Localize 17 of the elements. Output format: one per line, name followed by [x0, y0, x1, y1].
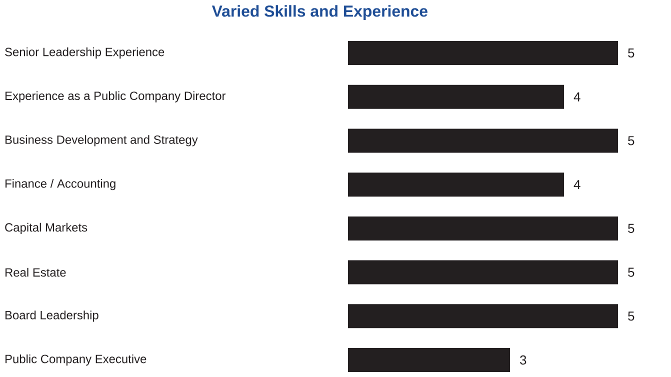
data-label: 5 — [628, 224, 634, 233]
data-label: 5 — [628, 48, 634, 58]
y-tick-label: Senior Leadership Experience — [5, 47, 164, 59]
chart-title: Varied Skills and Experience — [212, 5, 428, 20]
data-label: 3 — [520, 355, 526, 365]
y-tick-label: Finance / Accounting — [6, 179, 116, 190]
y-tick-label: Board Leadership — [6, 310, 98, 322]
data-label: 5 — [628, 136, 634, 146]
y-tick-label: Business Development and Strategy — [6, 135, 198, 146]
data-label: 4 — [574, 180, 580, 190]
y-tick-label: Capital Markets — [5, 222, 88, 234]
data-label: 5 — [628, 312, 634, 321]
y-tick-label: Real Estate — [6, 268, 66, 277]
data-label: 5 — [628, 268, 634, 277]
data-label: 4 — [574, 92, 580, 102]
y-tick-label: Experience as a Public Company Director — [6, 91, 226, 102]
y-tick-label: Public Company Executive — [6, 354, 146, 366]
